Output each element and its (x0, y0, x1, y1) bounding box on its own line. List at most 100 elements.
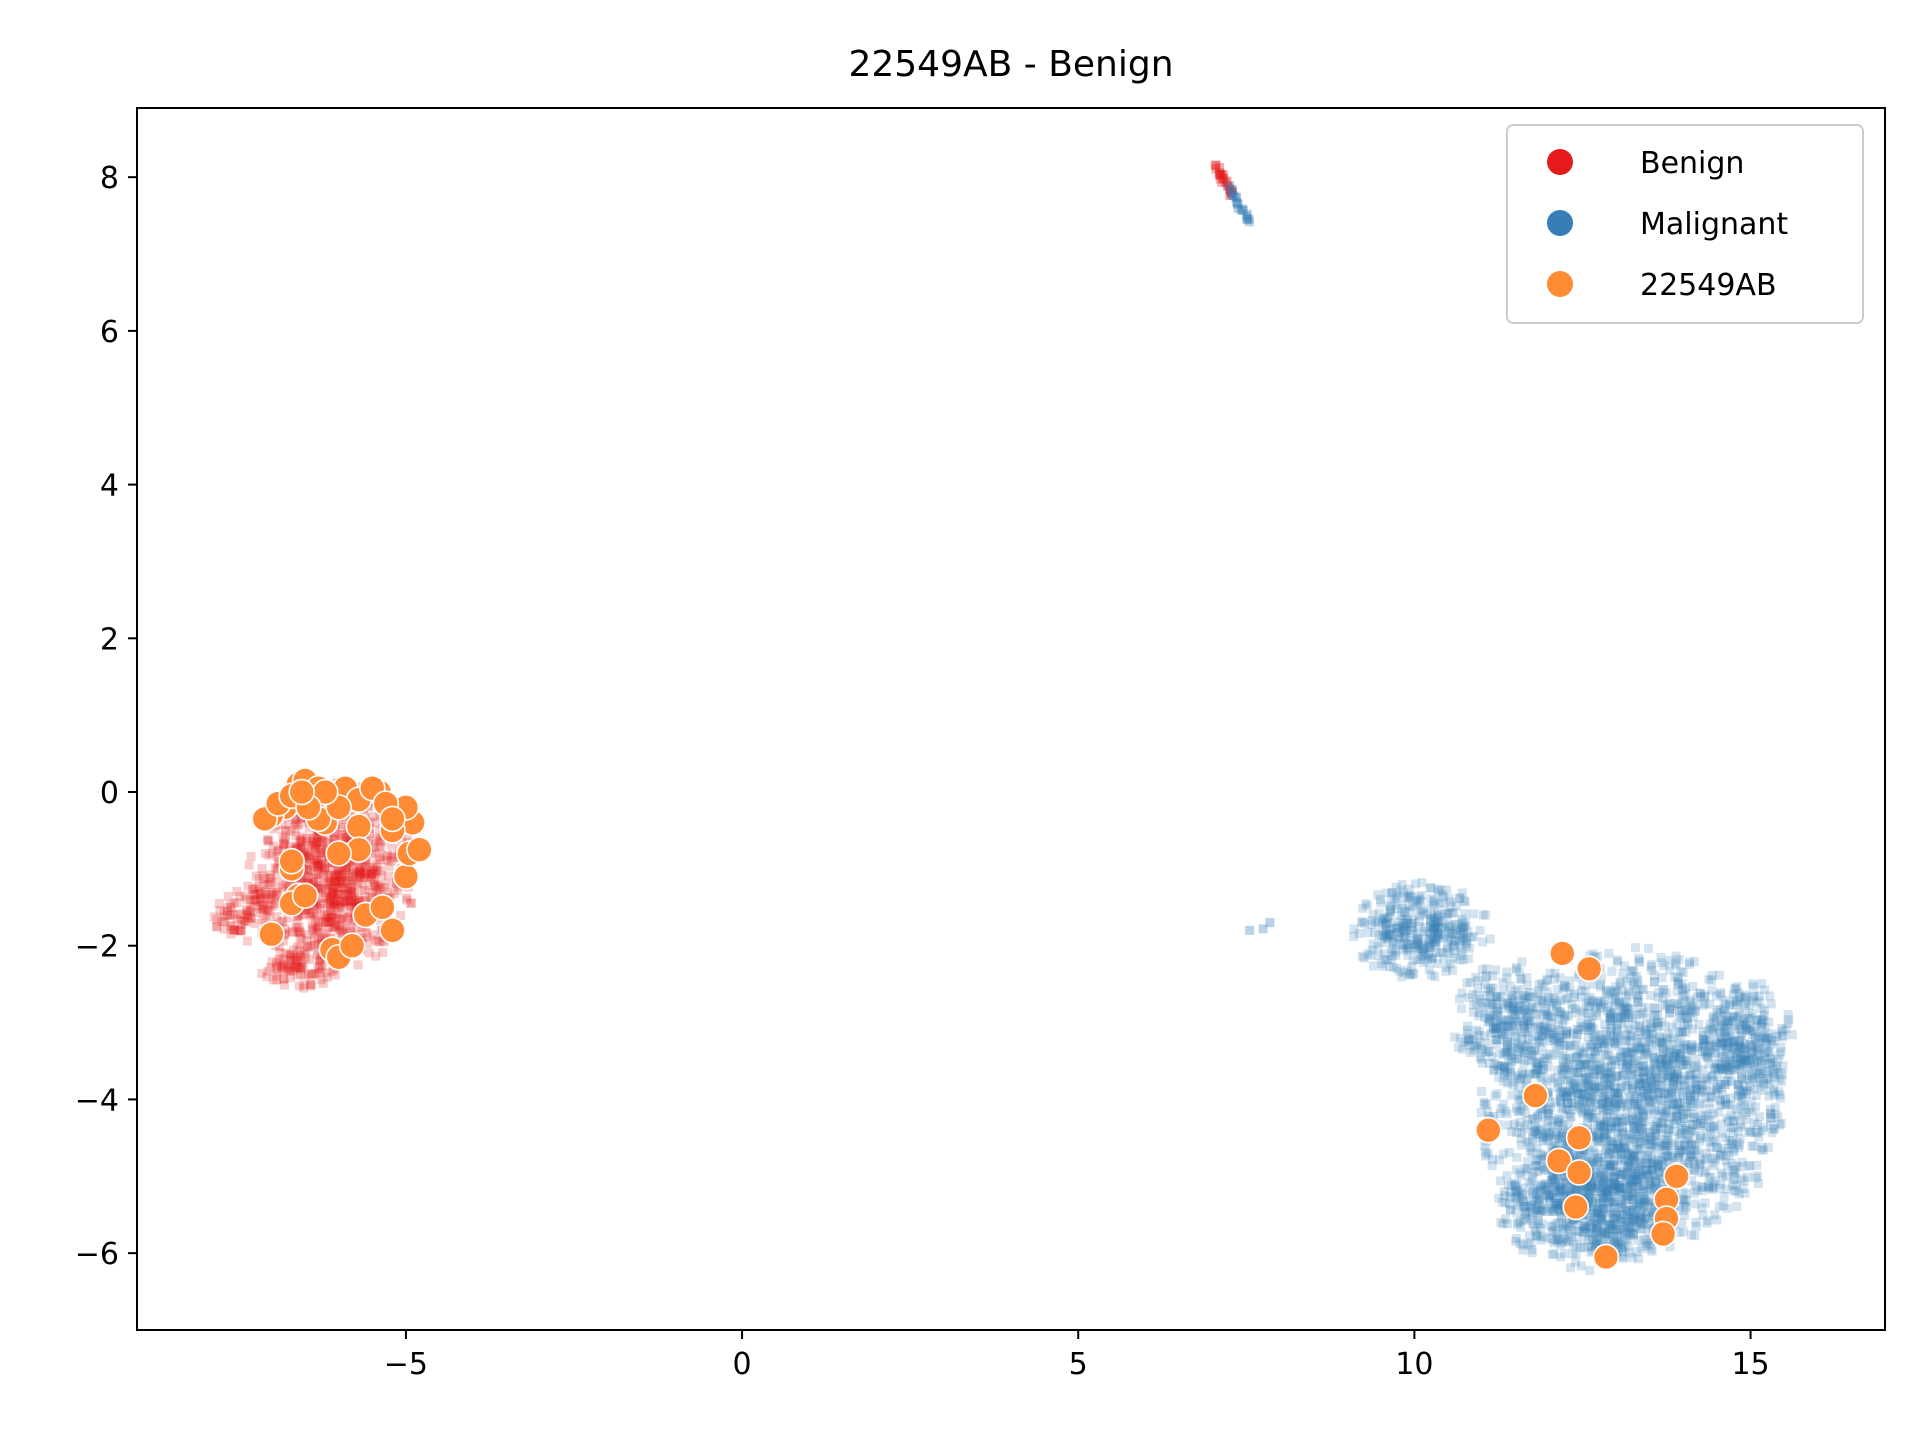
malignant-point (1552, 1077, 1562, 1087)
malignant-point (1686, 1102, 1696, 1112)
malignant-point (1487, 999, 1497, 1009)
malignant-point (1631, 1209, 1641, 1219)
malignant-point (1746, 1056, 1756, 1066)
malignant-point (1519, 1020, 1529, 1030)
benign-point (278, 831, 288, 841)
y-tick-label: −2 (75, 930, 119, 965)
malignant-point (1512, 1017, 1522, 1027)
malignant-point (1668, 1079, 1678, 1089)
malignant-point (1516, 1105, 1526, 1115)
benign-point (358, 863, 368, 873)
malignant-point (1633, 979, 1643, 989)
malignant-point (1689, 1063, 1699, 1073)
malignant-point (1687, 1045, 1697, 1055)
malignant-point (1593, 1156, 1603, 1166)
malignant-point (1499, 1061, 1509, 1071)
malignant-point (1668, 1098, 1678, 1108)
malignant-point (1751, 1173, 1761, 1183)
benign-point (229, 898, 239, 908)
malignant-point (1517, 957, 1527, 967)
malignant-point (1639, 1095, 1649, 1105)
malignant-point (1625, 1160, 1635, 1170)
benign-point (247, 885, 257, 895)
benign-point (337, 876, 347, 886)
malignant-point (1418, 908, 1428, 918)
benign-point (330, 833, 340, 843)
malignant-point (1675, 1051, 1685, 1061)
malignant-point (1673, 977, 1683, 987)
malignant-point (1658, 1043, 1668, 1053)
benign-point (369, 878, 379, 888)
malignant-point (1587, 1198, 1597, 1208)
malignant-point (1548, 1222, 1558, 1232)
benign-point (278, 963, 288, 973)
malignant-point (1587, 1181, 1597, 1191)
malignant-point (1650, 970, 1660, 980)
malignant-point (1666, 1099, 1676, 1109)
malignant-point (1581, 1186, 1591, 1196)
malignant-point (1647, 1140, 1657, 1150)
malignant-point (1425, 884, 1435, 894)
malignant-point (1623, 1056, 1633, 1066)
malignant-point (1720, 1061, 1730, 1071)
malignant-point (1680, 997, 1690, 1007)
malignant-point (1612, 1180, 1622, 1190)
malignant-point (1556, 1094, 1566, 1104)
malignant-point (1423, 942, 1433, 952)
sample-point (1475, 1116, 1502, 1144)
malignant-point (1410, 879, 1420, 889)
malignant-point (1744, 1054, 1754, 1064)
malignant-point (1709, 1076, 1719, 1086)
malignant-point (1593, 998, 1603, 1008)
malignant-point (1522, 1166, 1532, 1176)
malignant-point (1462, 938, 1472, 948)
malignant-point (1447, 908, 1457, 918)
malignant-point (1707, 985, 1717, 995)
malignant-point (1398, 945, 1408, 955)
malignant-point (1529, 1181, 1539, 1191)
malignant-point (1740, 1003, 1750, 1013)
benign-point (244, 913, 254, 923)
malignant-point (1561, 1011, 1571, 1021)
malignant-point (1765, 1058, 1775, 1068)
benign-point (312, 902, 322, 912)
malignant-point (1507, 999, 1517, 1009)
malignant-point (1624, 1093, 1634, 1103)
malignant-point (1726, 1033, 1736, 1043)
malignant-point (1624, 1174, 1634, 1184)
malignant-point (1505, 981, 1515, 991)
malignant-point (1399, 888, 1409, 898)
malignant-point (1546, 1194, 1556, 1204)
malignant-point (1649, 1081, 1659, 1091)
malignant-point (1610, 991, 1620, 1001)
malignant-point (1463, 1041, 1473, 1051)
malignant-point (1756, 1055, 1766, 1065)
malignant-point (1629, 1096, 1639, 1106)
malignant-point (1783, 1009, 1793, 1019)
malignant-point (1631, 1170, 1641, 1180)
malignant-point (1724, 1150, 1734, 1160)
malignant-point (1532, 1112, 1542, 1122)
malignant-point (1478, 910, 1488, 920)
malignant-point (1668, 1076, 1678, 1086)
malignant-point (1617, 1203, 1627, 1213)
malignant-point (1610, 1123, 1620, 1133)
malignant-point (1571, 1008, 1581, 1018)
malignant-point (1658, 1173, 1668, 1183)
benign-point (1217, 169, 1227, 179)
malignant-point (1531, 1123, 1541, 1133)
malignant-point (1534, 1210, 1544, 1220)
malignant-point (1406, 892, 1416, 902)
malignant-point (1556, 1212, 1566, 1222)
malignant-point (1628, 1194, 1638, 1204)
malignant-point (1590, 1083, 1600, 1093)
malignant-point (1537, 1219, 1547, 1229)
malignant-point (1484, 1058, 1494, 1068)
benign-point (1227, 188, 1237, 198)
malignant-point (1742, 1085, 1752, 1095)
malignant-point (1656, 1105, 1666, 1115)
malignant-point (1657, 1156, 1667, 1166)
malignant-point (1447, 929, 1457, 939)
benign-point (301, 837, 311, 847)
benign-point (313, 881, 323, 891)
